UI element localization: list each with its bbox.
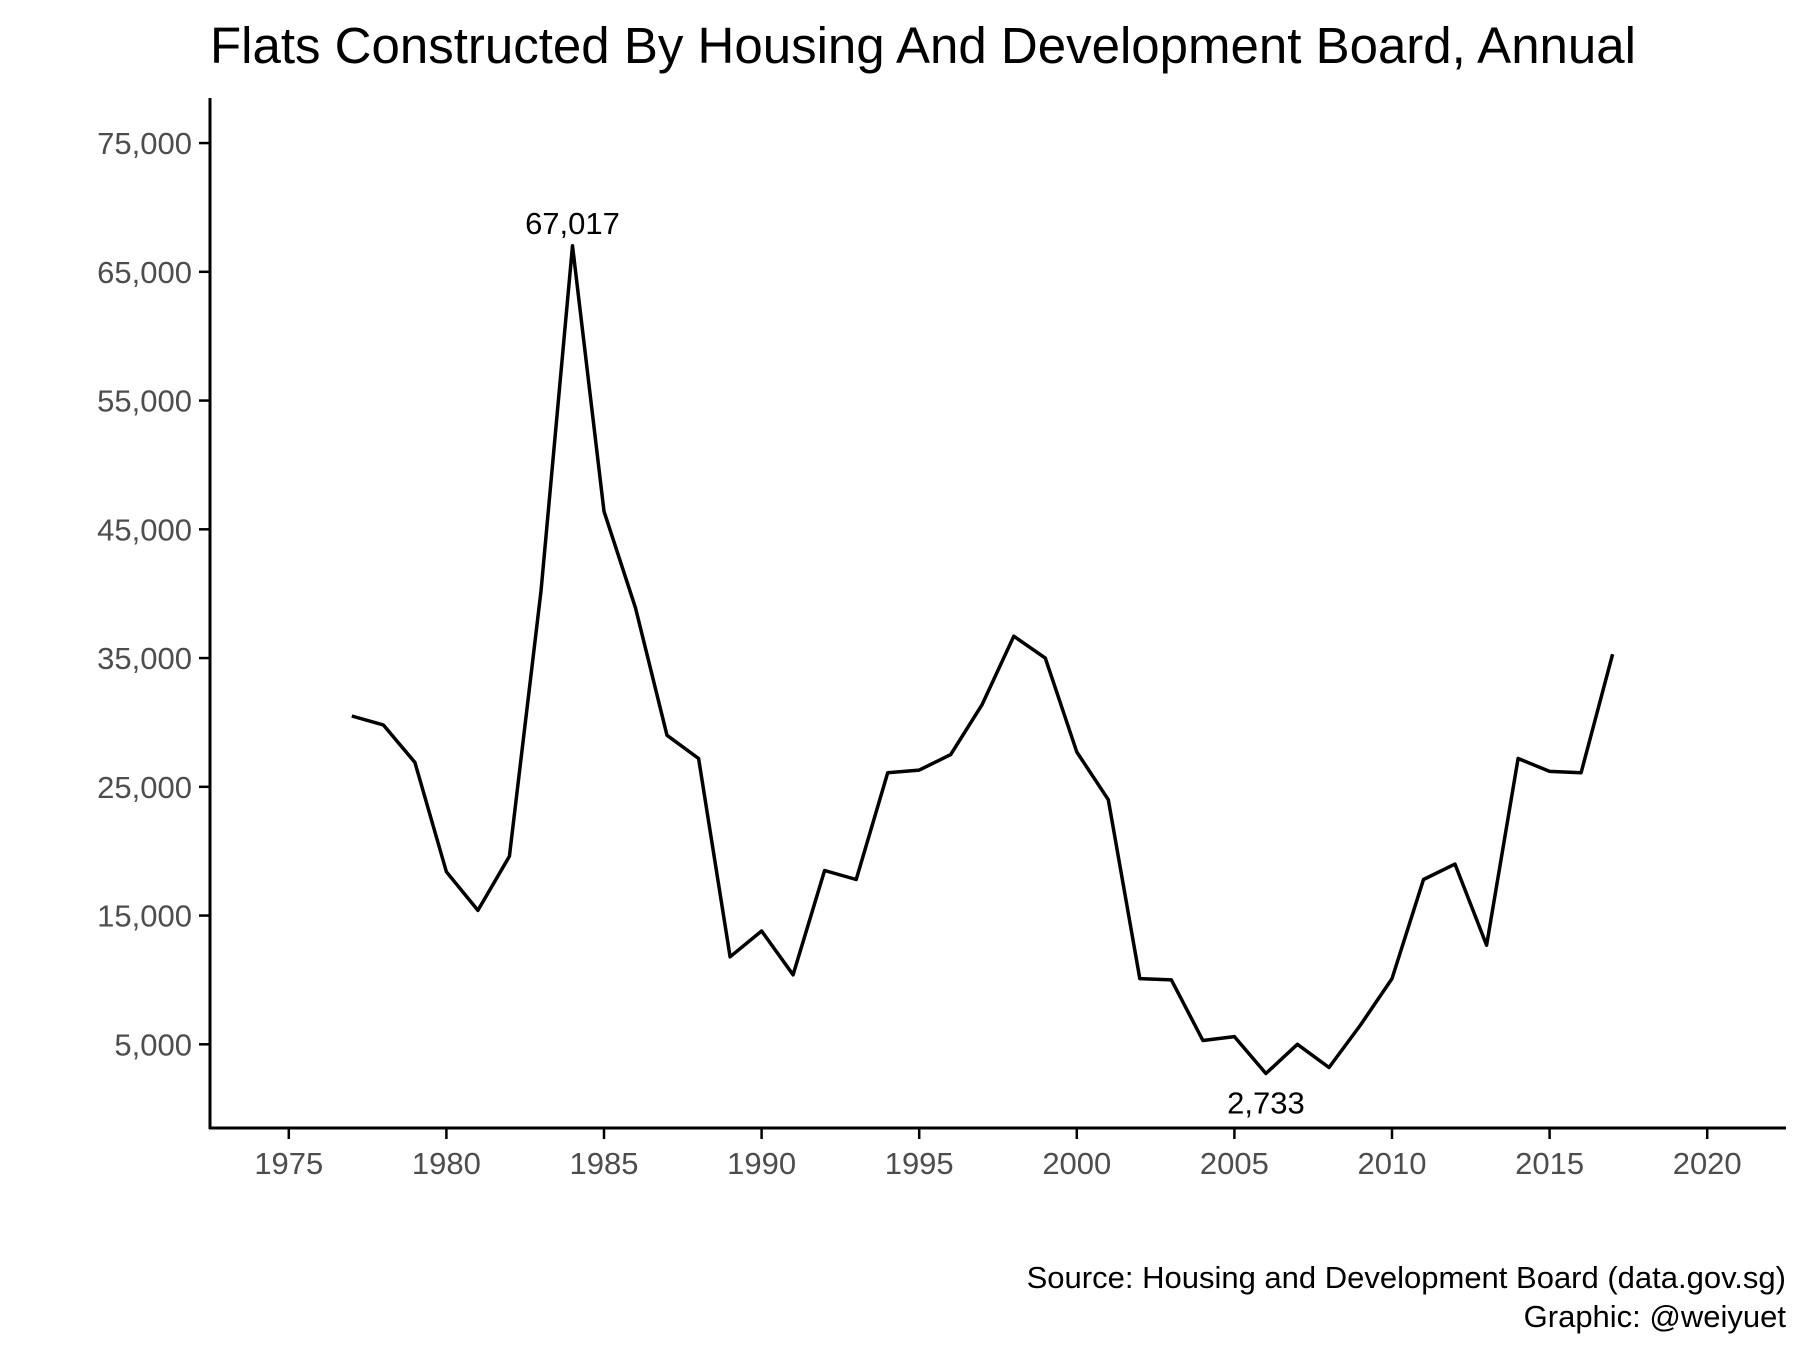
x-tick-label: 2010 <box>1358 1146 1427 1181</box>
y-tick-label: 15,000 <box>97 899 192 934</box>
y-tick-label: 75,000 <box>97 126 192 161</box>
annotation-layer: 67,017 2,733 <box>525 206 1305 1121</box>
x-tick-label: 1995 <box>885 1146 954 1181</box>
x-axis-ticks: 1975 1980 1985 1990 1995 2000 2005 2010 2015 2020 <box>254 1128 1742 1181</box>
y-tick-label: 45,000 <box>97 512 192 547</box>
y-tick-label: 65,000 <box>97 255 192 290</box>
x-tick-label: 1985 <box>570 1146 639 1181</box>
graphic-credit: Graphic: @weiyuet <box>1524 1299 1787 1334</box>
data-label: 67,017 <box>525 206 620 241</box>
data-label: 2,733 <box>1227 1086 1305 1121</box>
x-tick-label: 1980 <box>412 1146 481 1181</box>
x-tick-label: 2015 <box>1515 1146 1584 1181</box>
y-tick-label: 5,000 <box>114 1027 192 1062</box>
series-layer <box>351 244 1615 1076</box>
x-tick-label: 2005 <box>1200 1146 1269 1181</box>
y-tick-label: 55,000 <box>97 384 192 419</box>
y-tick-label: 35,000 <box>97 641 192 676</box>
y-axis-ticks: 5,000 15,000 25,000 35,000 45,000 55,000 65,00… <box>97 126 210 1062</box>
chart-title: Flats Constructed By Housing And Develop… <box>210 17 1636 74</box>
series-line-0 <box>351 244 1615 1076</box>
x-tick-label: 2020 <box>1673 1146 1742 1181</box>
x-tick-label: 1975 <box>254 1146 323 1181</box>
x-tick-label: 2000 <box>1042 1146 1111 1181</box>
source-caption: Source: Housing and Development Board (d… <box>1027 1260 1786 1295</box>
x-tick-label: 1990 <box>727 1146 796 1181</box>
y-tick-label: 25,000 <box>97 770 192 805</box>
